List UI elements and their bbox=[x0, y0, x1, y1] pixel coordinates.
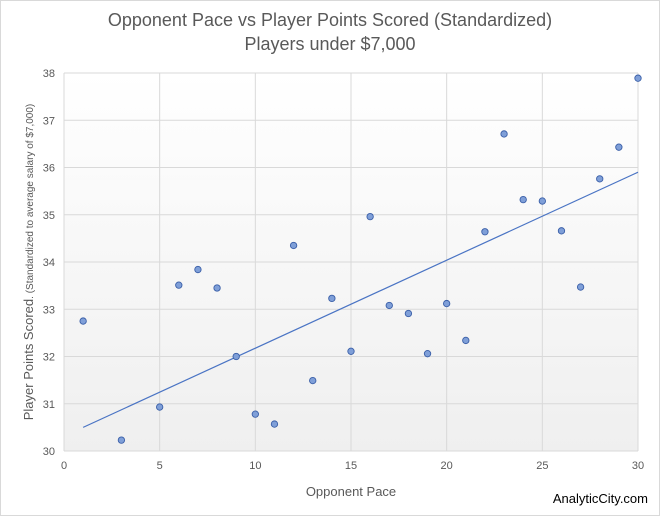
y-tick-label: 30 bbox=[43, 446, 55, 458]
data-point bbox=[117, 436, 126, 444]
trendline bbox=[82, 171, 639, 428]
y-axis-title-note: . (Standardized to average salary of $7,… bbox=[25, 104, 36, 299]
data-point bbox=[519, 195, 527, 204]
watermark: AnalyticCity.com bbox=[552, 491, 648, 506]
data-point bbox=[462, 336, 470, 345]
data-point bbox=[175, 281, 183, 289]
x-tick-label: 30 bbox=[632, 460, 644, 472]
y-axis-title: Player Points Scored. (Standardized to a… bbox=[21, 104, 36, 421]
data-point bbox=[481, 228, 489, 236]
y-tick-label: 36 bbox=[43, 163, 55, 175]
y-tick-label: 38 bbox=[43, 68, 55, 80]
data-point bbox=[194, 265, 202, 274]
data-point bbox=[538, 197, 546, 205]
data-point bbox=[443, 299, 451, 308]
data-points bbox=[79, 74, 642, 444]
tick-labels: 0 5 10 15 20 25 30 30 31 32 33 34 35 36 37 38 bbox=[43, 68, 644, 472]
data-point bbox=[156, 403, 164, 411]
data-point bbox=[289, 241, 298, 250]
y-tick-label: 37 bbox=[43, 115, 55, 127]
data-point bbox=[232, 352, 240, 361]
gridlines bbox=[63, 72, 639, 452]
chart-title: Opponent Pace vs Player Points Scored (S… bbox=[107, 10, 553, 30]
x-tick-label: 25 bbox=[536, 460, 548, 472]
data-point bbox=[328, 294, 336, 303]
data-point bbox=[213, 284, 221, 292]
x-tick-label: 10 bbox=[249, 460, 261, 472]
data-point bbox=[576, 283, 585, 291]
x-tick-label: 0 bbox=[61, 460, 67, 472]
x-tick-label: 15 bbox=[345, 460, 357, 472]
data-point bbox=[385, 301, 393, 310]
chart-subtitle: Players under $7,000 bbox=[244, 34, 416, 54]
data-point bbox=[270, 420, 279, 428]
data-point bbox=[557, 227, 566, 235]
x-axis-title: Opponent Pace bbox=[306, 484, 396, 499]
data-point bbox=[79, 317, 87, 325]
y-tick-label: 33 bbox=[43, 304, 55, 316]
data-point bbox=[423, 350, 432, 358]
data-point bbox=[500, 130, 508, 138]
data-point bbox=[347, 347, 355, 355]
data-point bbox=[366, 212, 374, 221]
data-point bbox=[251, 410, 259, 418]
data-point bbox=[404, 309, 413, 318]
y-tick-label: 32 bbox=[43, 352, 55, 364]
y-tick-label: 31 bbox=[43, 399, 55, 411]
y-tick-label: 34 bbox=[43, 257, 55, 269]
data-point bbox=[309, 376, 317, 385]
data-point bbox=[615, 143, 623, 151]
data-point bbox=[596, 175, 604, 183]
x-tick-label: 20 bbox=[441, 460, 453, 472]
x-tick-label: 5 bbox=[157, 460, 163, 472]
y-tick-label: 35 bbox=[43, 210, 55, 222]
y-axis-title-main: Player Points Scored bbox=[21, 299, 36, 420]
data-point bbox=[634, 74, 642, 82]
